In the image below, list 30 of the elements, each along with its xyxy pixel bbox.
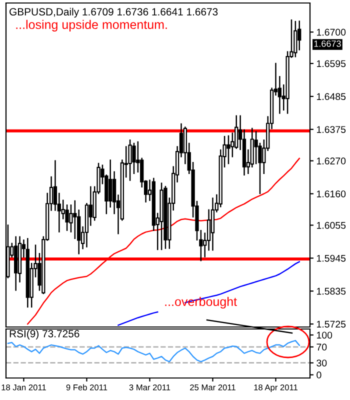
x-tick-label: 18 Apr 2011	[254, 384, 298, 392]
y-tick-label: 100	[316, 332, 332, 339]
annotation: ...losing upside momentum.	[16, 20, 167, 32]
y-tick-label: 1.6160	[316, 190, 346, 198]
y-tick-label: 1.5945	[316, 254, 346, 262]
x-tick-label: 18 Jan 2011	[2, 384, 46, 390]
y-tick-label: 1.6595	[316, 60, 346, 68]
x-tick-label: 3 Mar 2011	[129, 384, 170, 390]
y-tick-label: 1.6700	[316, 28, 346, 36]
y-tick-label: 1.6270	[316, 158, 346, 164]
y-tick-label: 30	[316, 360, 327, 366]
x-tick-label: 9 Feb 2011	[66, 384, 108, 390]
y-tick-label: 70	[316, 344, 327, 351]
annotation: ...overbought	[165, 296, 237, 309]
candlestick	[210, 198, 215, 251]
y-tick-label: 1.5725	[316, 320, 346, 328]
chart-title: GBPUSD,Daily 1.6709 1.6736 1.6641 1.6673	[10, 8, 218, 18]
candlestick	[226, 135, 230, 164]
y-tick-label: 1.6055	[316, 222, 346, 229]
candlestick	[132, 142, 136, 174]
candlestick	[128, 140, 132, 181]
y-tick-label: 1.6375	[316, 126, 346, 133]
y-tick-label: 1.6485	[316, 93, 346, 100]
chart-title: RSI(9) 73.7256	[10, 330, 80, 340]
y-tick-label: 0	[316, 372, 322, 378]
candlestick	[108, 160, 112, 208]
x-tick-label: 25 Mar 2011	[190, 384, 236, 390]
y-tick-label: 1.5835	[316, 288, 346, 295]
candlestick	[294, 20, 298, 58]
text: 1.6673	[314, 40, 341, 47]
